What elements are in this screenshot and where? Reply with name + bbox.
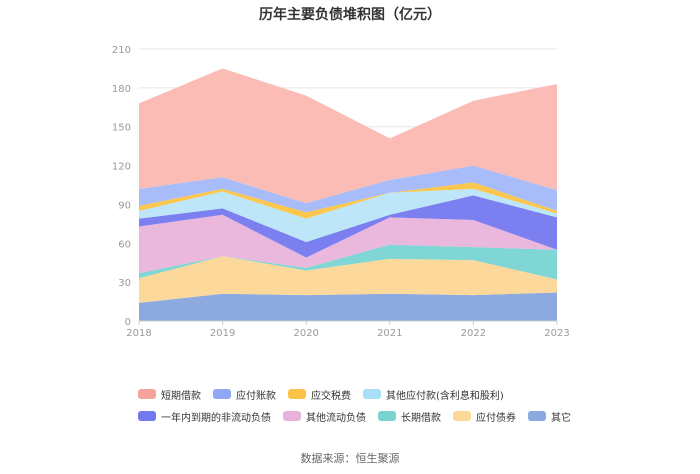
x-tick-label: 2020: [293, 328, 318, 339]
y-tick-label: 150: [112, 123, 131, 134]
area-应付账款: [139, 165, 557, 213]
y-tick-label: 90: [118, 200, 131, 211]
legend-label: 应交税费: [311, 390, 351, 402]
legend-item[interactable]: 短期借款: [138, 388, 201, 402]
area-应付债券: [139, 256, 557, 303]
x-tick-label: 2019: [210, 328, 235, 339]
legend-item[interactable]: 其他应付款(含利息和股利): [363, 388, 504, 402]
y-tick-label: 210: [112, 45, 131, 56]
y-tick-label: 30: [118, 278, 131, 289]
data-source: 数据来源：恒生聚源: [300, 452, 400, 465]
legend-label: 其他应付款(含利息和股利): [386, 390, 504, 402]
legend-swatch: [138, 411, 156, 421]
legend-label: 其他流动负债: [306, 412, 366, 424]
legend-label: 一年内到期的非流动负债: [161, 412, 271, 424]
stacked-area-chart: 0 30 60 90 120 150 180 210 2018 2019 2020 2021 2022…: [112, 45, 570, 339]
legend-swatch: [528, 411, 546, 421]
legend-label: 其它: [551, 412, 571, 424]
area-短期借款: [139, 68, 557, 204]
legend-item[interactable]: 其他流动负债: [283, 410, 366, 424]
legend-label: 应付账款: [236, 390, 276, 402]
legend-swatch: [138, 389, 156, 399]
y-tick-label: 180: [112, 84, 131, 95]
area-其他流动负债: [139, 214, 557, 274]
x-tick-label: 2021: [377, 328, 402, 339]
y-tick-label: 60: [118, 239, 131, 250]
legend-swatch: [453, 411, 471, 421]
x-tick-label: 2022: [461, 328, 486, 339]
x-tick-label: 2023: [544, 328, 569, 339]
legend-label: 短期借款: [161, 390, 201, 402]
area-其他应付款(含利息和股利): [139, 188, 557, 242]
area-一年内到期的非流动负债: [139, 195, 557, 258]
x-axis: 2018 2019 2020 2021 2022 2023: [126, 320, 570, 339]
y-tick-label: 120: [112, 162, 131, 173]
legend-item[interactable]: 长期借款: [378, 410, 441, 424]
legend-item[interactable]: 应付账款: [213, 388, 276, 402]
legend-swatch: [283, 411, 301, 421]
legend-swatch: [213, 389, 231, 399]
legend-swatch: [378, 411, 396, 421]
legend-label: 长期借款: [401, 412, 441, 424]
legend-item[interactable]: 应交税费: [288, 388, 351, 402]
legend-item[interactable]: 其它: [528, 410, 571, 424]
x-tick-label: 2018: [126, 328, 151, 339]
area-其它: [139, 292, 557, 321]
series-areas: [139, 68, 557, 321]
y-tick-label: 0: [125, 317, 131, 328]
y-axis-ticks: 0 30 60 90 120 150 180 210: [112, 45, 131, 328]
legend: 短期借款 应付账款 应交税费 其他应付款(含利息和股利) 一年内到期的非流动负债 其他流动…: [138, 388, 598, 424]
legend-swatch: [363, 389, 381, 399]
legend-swatch: [288, 389, 306, 399]
legend-item[interactable]: 一年内到期的非流动负债: [138, 410, 271, 424]
area-长期借款: [139, 244, 557, 280]
legend-item[interactable]: 应付债券: [453, 410, 516, 424]
legend-label: 应付债券: [476, 412, 516, 424]
chart-title: 历年主要负债堆积图（亿元）: [259, 7, 441, 23]
